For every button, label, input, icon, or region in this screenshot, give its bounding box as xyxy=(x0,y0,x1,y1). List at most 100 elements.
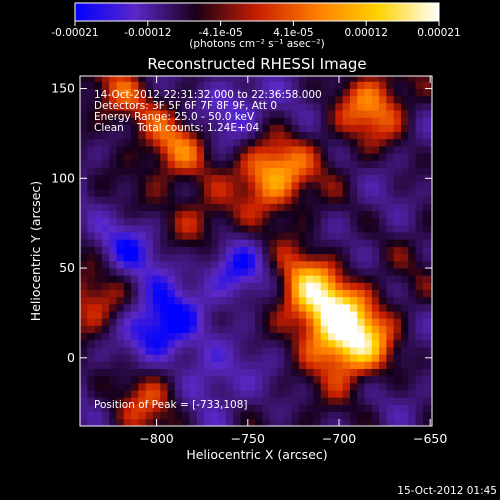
heatmap-cell xyxy=(408,76,416,82)
heatmap-cell xyxy=(284,246,292,255)
heatmap-cell xyxy=(255,232,263,240)
heatmap-cell xyxy=(145,138,154,147)
heatmap-cell xyxy=(152,81,161,89)
heatmap-cell xyxy=(386,196,395,204)
heatmap-cell xyxy=(145,117,154,125)
heatmap-cell xyxy=(276,397,285,405)
heatmap-cell xyxy=(131,282,139,290)
heatmap-cell xyxy=(138,303,147,312)
heatmap-cell xyxy=(247,196,256,204)
heatmap-cell xyxy=(262,110,271,118)
heatmap-cell xyxy=(131,339,139,348)
heatmap-cell xyxy=(342,102,351,111)
heatmap-cell xyxy=(182,88,190,97)
heatmap-cell xyxy=(240,210,249,219)
heatmap-cell xyxy=(357,390,365,398)
heatmap-cell xyxy=(174,174,183,183)
heatmap-cell xyxy=(371,390,380,398)
heatmap-cell xyxy=(138,404,147,413)
heatmap-cell xyxy=(204,382,212,391)
heatmap-cell xyxy=(291,404,300,413)
heatmap-cell xyxy=(131,167,139,176)
heatmap-cell xyxy=(123,239,132,247)
heatmap-cell xyxy=(284,332,292,341)
heatmap-cell xyxy=(247,110,256,118)
heatmap-cell xyxy=(291,303,300,312)
heatmap-cell xyxy=(123,88,132,97)
heatmap-cell xyxy=(415,397,424,405)
heatmap-cell xyxy=(276,167,285,176)
heatmap-cell xyxy=(313,411,322,420)
heatmap-cell xyxy=(306,174,314,183)
heatmap-cell xyxy=(430,296,432,305)
heatmap-cell xyxy=(328,217,336,226)
heatmap-cell xyxy=(269,354,278,362)
heatmap-cell xyxy=(94,368,103,377)
heatmap-cell xyxy=(342,397,351,405)
heatmap-cell xyxy=(415,368,424,377)
heatmap-cell xyxy=(349,404,358,413)
heatmap-cell xyxy=(167,296,176,305)
heatmap-cell xyxy=(291,253,300,262)
heatmap-cell xyxy=(182,203,190,212)
heatmap-cell xyxy=(415,404,424,413)
heatmap-cell xyxy=(131,102,139,111)
heatmap-cell xyxy=(109,181,117,190)
heatmap-cell xyxy=(189,110,198,118)
heatmap-cell xyxy=(196,239,205,247)
heatmap-cell xyxy=(335,303,344,312)
heatmap-cell xyxy=(430,282,432,290)
heatmap-cell xyxy=(94,361,103,369)
heatmap-cell xyxy=(408,354,416,362)
heatmap-cell xyxy=(349,311,358,319)
footer-timestamp: 15-Oct-2012 01:45 xyxy=(397,485,497,497)
heatmap-cell xyxy=(152,146,161,154)
heatmap-cell xyxy=(109,268,117,276)
heatmap-cell xyxy=(145,382,154,391)
heatmap-cell xyxy=(101,339,110,348)
heatmap-cell xyxy=(174,181,183,190)
heatmap-cell xyxy=(284,117,292,125)
heatmap-cell xyxy=(306,347,314,355)
heatmap-cell xyxy=(349,282,358,290)
heatmap-cell xyxy=(269,375,278,384)
heatmap-cell xyxy=(247,397,256,405)
heatmap-cell xyxy=(276,354,285,362)
heatmap-cell xyxy=(291,81,300,89)
heatmap-cell xyxy=(269,282,278,290)
heatmap-cell xyxy=(247,253,256,262)
heatmap-cell xyxy=(109,95,117,104)
heatmap-cell xyxy=(371,411,380,420)
heatmap-cell xyxy=(167,131,176,140)
heatmap-cell xyxy=(101,76,110,82)
heatmap-cell xyxy=(123,181,132,190)
heatmap-cell xyxy=(138,110,147,118)
heatmap-cell xyxy=(233,76,241,82)
heatmap-cell xyxy=(87,411,95,420)
heatmap-cell xyxy=(189,253,198,262)
heatmap-cell xyxy=(415,88,424,97)
heatmap-cell xyxy=(152,318,161,326)
heatmap-cell xyxy=(276,232,285,240)
heatmap-cell xyxy=(218,382,227,391)
heatmap-cell xyxy=(422,311,431,319)
heatmap-cell xyxy=(116,397,125,405)
heatmap-cell xyxy=(116,95,125,104)
heatmap-cell xyxy=(247,95,256,104)
heatmap-cell xyxy=(174,347,183,355)
heatmap-cell xyxy=(174,203,183,212)
heatmap-cell xyxy=(364,88,373,97)
heatmap-cell xyxy=(189,411,198,420)
heatmap-cell xyxy=(422,189,431,197)
heatmap-cell xyxy=(269,289,278,298)
heatmap-cell xyxy=(131,217,139,226)
heatmap-cell xyxy=(101,253,110,262)
heatmap-cell xyxy=(342,196,351,204)
heatmap-cell xyxy=(393,411,402,420)
heatmap-cell xyxy=(218,354,227,362)
heatmap-cell xyxy=(109,361,117,369)
heatmap-cell xyxy=(313,246,322,255)
heatmap-cell xyxy=(269,160,278,168)
heatmap-cell xyxy=(225,332,234,341)
heatmap-cell xyxy=(80,275,88,283)
